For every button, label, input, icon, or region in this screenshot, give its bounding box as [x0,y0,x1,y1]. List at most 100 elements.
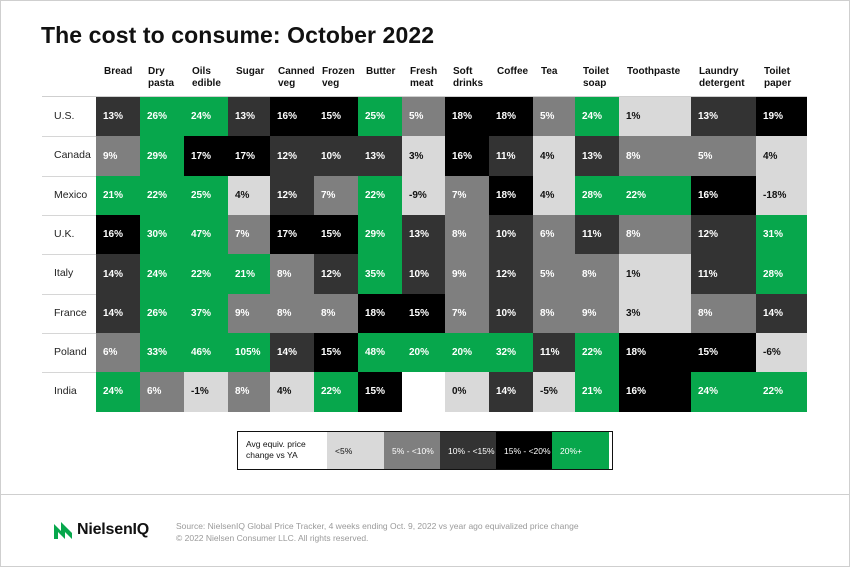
heatmap-cell: 16% [445,136,489,177]
footer-divider [0,494,850,495]
row-divider [42,214,96,216]
heatmap-cell: 16% [691,175,756,216]
heatmap-cell: 25% [358,97,402,137]
legend-swatch: 20%+ [552,432,609,469]
heatmap-cell: 1% [619,97,691,137]
heatmap-cell: 29% [140,136,184,177]
heatmap-cell: 6% [96,332,140,373]
column-header: Oils edible [192,66,221,89]
heatmap-cell: 7% [445,293,489,334]
heatmap-cell: 15% [314,214,358,255]
heatmap-cell: 3% [402,136,445,177]
heatmap-cell: 37% [184,293,228,334]
heatmap-cell: 13% [575,136,619,177]
column-header: Sugar [236,66,265,77]
heatmap-cell: 6% [533,214,575,255]
heatmap-cell: 1% [619,254,691,294]
nielseniq-logo: NielsenIQ [53,520,149,540]
heatmap-cell: 11% [575,214,619,255]
heatmap-cell: 22% [184,254,228,294]
heatmap-cell: 12% [270,136,314,177]
heatmap-cell: 13% [691,97,756,137]
heatmap-cell: 12% [691,214,756,255]
heatmap-cell: 0% [445,372,489,412]
source-note: Source: NielsenIQ Global Price Tracker, … [176,520,579,544]
heatmap-cell: 32% [489,332,533,373]
heatmap-cell: 11% [691,254,756,294]
heatmap-cell: 10% [314,136,358,177]
heatmap-cell: 12% [270,175,314,216]
heatmap-cell: 21% [96,175,140,216]
heatmap-cell: 4% [270,372,314,412]
heatmap-cell: 5% [402,97,445,137]
heatmap-cell: 15% [358,372,402,412]
heatmap-cell: 16% [619,372,691,412]
row-divider [42,136,96,138]
heatmap-cell: 48% [358,332,402,373]
heatmap-cell: -5% [533,372,575,412]
heatmap-cell: 22% [314,372,358,412]
heatmap-cell: 15% [314,332,358,373]
heatmap-cell: 4% [533,175,575,216]
heatmap-cell: 9% [96,136,140,177]
heatmap-cell: 22% [140,175,184,216]
heatmap-cell: 17% [270,214,314,255]
heatmap-cell: 12% [314,254,358,294]
heatmap-cell: 14% [96,254,140,294]
heatmap-cell [402,372,445,412]
column-header: Fresh meat [410,66,438,89]
heatmap-cell: 24% [691,372,756,412]
heatmap-cell: 15% [402,293,445,334]
heatmap-cell: 13% [96,97,140,137]
copyright-line: © 2022 Nielsen Consumer LLC. All rights … [176,533,369,543]
heatmap-cell: 35% [358,254,402,294]
heatmap-cell: 9% [445,254,489,294]
heatmap-cell: 8% [575,254,619,294]
column-header: Canned veg [278,66,315,89]
heatmap-cell: 4% [228,175,270,216]
heatmap-cell: 14% [96,293,140,334]
heatmap-cell: 18% [489,175,533,216]
heatmap-cell: 20% [402,332,445,373]
heatmap-cell: 31% [756,214,807,255]
chart-title: The cost to consume: October 2022 [41,22,435,48]
heatmap-cell: 7% [445,175,489,216]
heatmap-cell: 15% [691,332,756,373]
heatmap-cell: 9% [228,293,270,334]
heatmap-cell: 8% [314,293,358,334]
heatmap-cell: 24% [96,372,140,412]
heatmap-cell: 18% [445,97,489,137]
row-label: U.S. [54,110,75,122]
heatmap-cell: 46% [184,332,228,373]
row-label: U.K. [54,227,75,240]
row-label: Mexico [54,188,88,201]
column-header: Soft drinks [453,66,484,89]
heatmap-cell: 18% [619,332,691,373]
legend-title: Avg equiv. price change vs YA [246,439,306,460]
column-header: Tea [541,66,558,77]
heatmap-cell: 10% [402,254,445,294]
heatmap-cell: 8% [691,293,756,334]
heatmap-cell: 4% [756,136,807,177]
heatmap-cell: 5% [533,254,575,294]
column-header: Coffee [497,66,529,77]
header-divider [42,96,807,97]
row-label: Poland [54,345,87,358]
heatmap-cell: 5% [533,97,575,137]
column-header: Laundry detergent [699,66,745,89]
legend-swatches: <5% 5% - <10% 10% - <15% 15% - <20% 20%+ [327,432,609,469]
heatmap-cell: 8% [619,136,691,177]
heatmap-cell: 16% [270,97,314,137]
legend-swatch: <5% [327,432,384,469]
heatmap-cell: 10% [489,214,533,255]
heatmap-cell: -9% [402,175,445,216]
heatmap-cell: 8% [228,372,270,412]
column-header: Toilet soap [583,66,609,89]
heatmap-cell: 16% [96,214,140,255]
heatmap-cell: 26% [140,97,184,137]
heatmap-cell: 28% [756,254,807,294]
heatmap-cell: 18% [489,97,533,137]
heatmap-cell: 8% [445,214,489,255]
row-label: India [54,385,77,398]
legend: Avg equiv. price change vs YA <5% 5% - <1… [237,431,613,470]
